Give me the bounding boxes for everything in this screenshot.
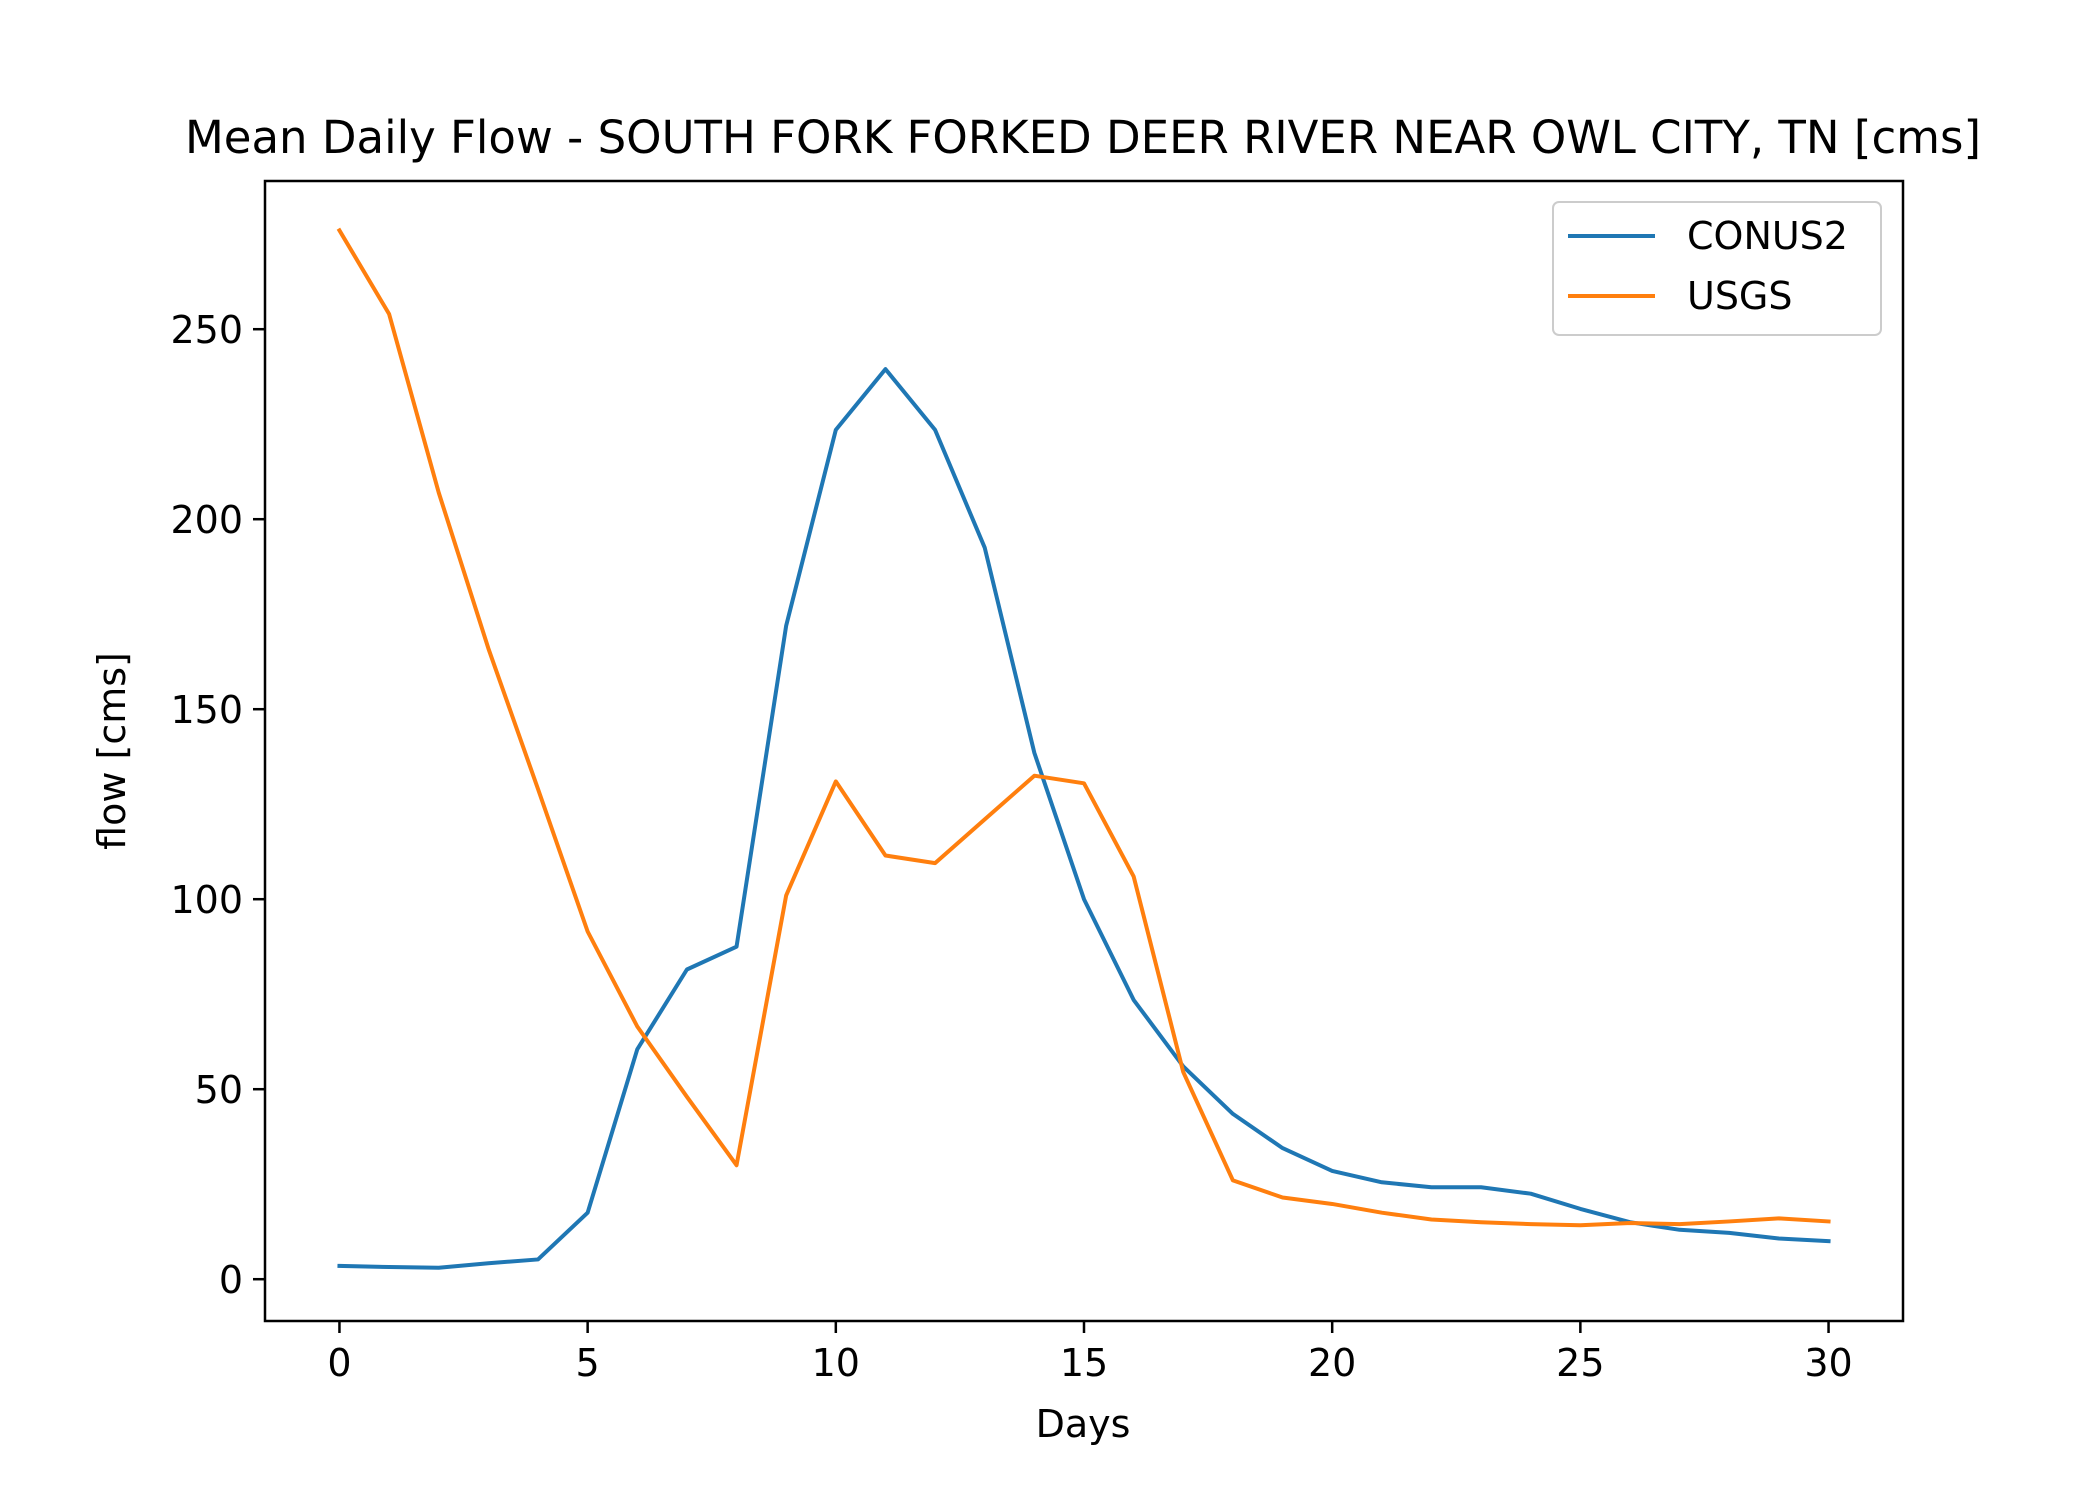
series-line-conus2 bbox=[337, 367, 1831, 1270]
x-tick-label: 5 bbox=[576, 1341, 600, 1385]
y-tick-label: 200 bbox=[170, 498, 243, 542]
y-tick-label: 50 bbox=[195, 1068, 243, 1112]
x-tick-label: 20 bbox=[1308, 1341, 1356, 1385]
y-tick-label: 0 bbox=[219, 1258, 243, 1302]
legend-label-conus2: CONUS2 bbox=[1687, 214, 1848, 258]
x-axis-label: Days bbox=[1036, 1402, 1131, 1446]
legend: CONUS2 USGS bbox=[1552, 201, 1882, 336]
x-tick-label: 15 bbox=[1060, 1341, 1108, 1385]
x-tick-label: 25 bbox=[1556, 1341, 1604, 1385]
plot-area-frame bbox=[263, 179, 1905, 1323]
legend-label-usgs: USGS bbox=[1687, 274, 1793, 318]
x-tick-label: 0 bbox=[327, 1341, 351, 1385]
y-axis-label: flow [cms] bbox=[90, 652, 134, 850]
x-tick-label: 30 bbox=[1804, 1341, 1852, 1385]
y-tick-label: 250 bbox=[170, 308, 243, 352]
x-axis: 0 5 10 15 20 25 30 bbox=[327, 1321, 1853, 1385]
series-lines bbox=[336, 227, 1831, 1270]
y-axis: 0 50 100 150 200 250 bbox=[170, 308, 265, 1302]
chart-title: Mean Daily Flow - SOUTH FORK FORKED DEER… bbox=[185, 111, 1981, 164]
series-line-usgs bbox=[336, 227, 1831, 1228]
x-tick-label: 10 bbox=[812, 1341, 860, 1385]
y-tick-label: 150 bbox=[170, 688, 243, 732]
y-tick-label: 100 bbox=[170, 878, 243, 922]
